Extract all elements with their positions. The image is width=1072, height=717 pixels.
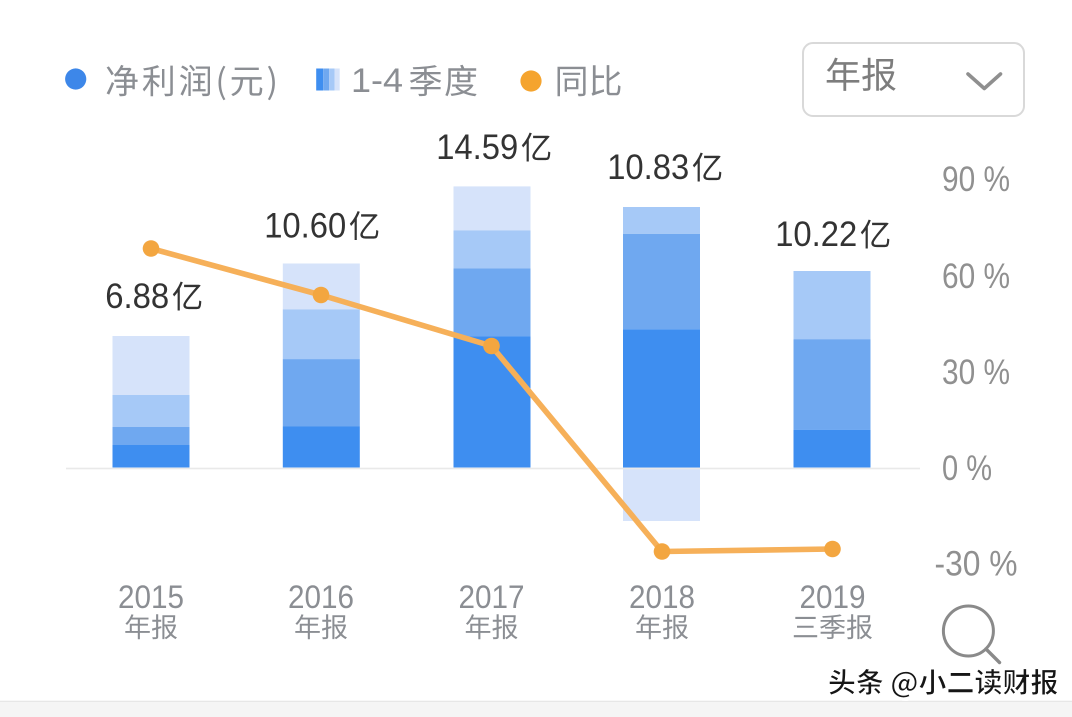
- svg-text:10.83: 10.83: [607, 148, 689, 187]
- svg-text:30 %: 30 %: [942, 353, 1010, 392]
- svg-text:2015: 2015: [118, 579, 184, 615]
- svg-text:60 %: 60 %: [942, 257, 1010, 296]
- svg-text:2016: 2016: [288, 579, 354, 615]
- svg-text:14.59: 14.59: [436, 128, 518, 167]
- svg-text:10.22: 10.22: [775, 215, 857, 254]
- svg-text:2019: 2019: [800, 579, 866, 615]
- svg-text:6.88: 6.88: [105, 277, 169, 316]
- svg-text:1-4: 1-4: [351, 62, 403, 100]
- svg-text:2018: 2018: [629, 579, 695, 615]
- svg-text:90 %: 90 %: [942, 160, 1010, 199]
- svg-text:10.60: 10.60: [264, 207, 346, 246]
- svg-text:0 %: 0 %: [942, 449, 992, 488]
- svg-text:-30 %: -30 %: [935, 545, 1018, 584]
- svg-text:2017: 2017: [459, 579, 525, 615]
